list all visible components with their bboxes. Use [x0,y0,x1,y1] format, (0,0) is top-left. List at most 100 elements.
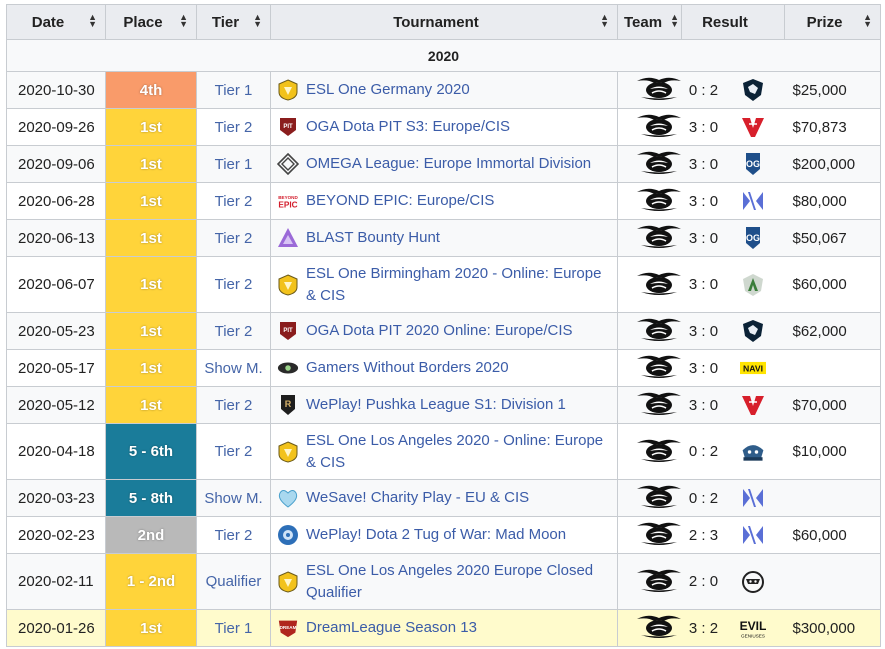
esl-icon[interactable] [277,79,299,101]
tournament-link[interactable]: OGA Dota PIT 2020 Online: Europe/CIS [306,322,573,339]
tier-link[interactable]: Tier 2 [196,386,271,424]
tier-link[interactable]: Tier 2 [196,312,271,350]
score-text: 3 : 0 [688,322,719,340]
weplay-icon[interactable] [277,524,299,546]
team-secret-icon[interactable] [636,223,682,253]
esl-icon[interactable] [277,273,299,296]
og-icon[interactable]: OG [740,151,766,177]
date-cell: 2020-05-23 [6,312,106,350]
tier-link[interactable]: Show M. [196,479,271,517]
team-secret-icon[interactable] [636,353,682,383]
team-liquid-icon[interactable] [740,77,766,103]
year-label: 2020 [6,39,881,72]
wesave-icon[interactable] [277,487,299,509]
tournament-link[interactable]: ESL One Los Angeles 2020 - Online: Europ… [306,431,604,471]
tier-link[interactable]: Tier 1 [196,145,271,183]
tier-link[interactable]: Tier 2 [196,219,271,257]
team-secret-icon[interactable] [636,437,682,467]
team-liquid-icon[interactable] [740,318,766,344]
sort-icon[interactable]: ▲ ▼ [600,12,609,29]
tier-link[interactable]: Tier 1 [196,71,271,109]
ninjas-in-pyjamas-icon[interactable] [740,569,766,595]
tournament-link[interactable]: BLAST Bounty Hunt [306,229,440,246]
tournament-link[interactable]: OGA Dota PIT S3: Europe/CIS [306,118,510,135]
svg-text:PIT: PIT [283,328,293,334]
og-icon[interactable]: OG [740,225,766,251]
team-secret-icon[interactable] [636,186,682,216]
tournament-cell: ESL One Germany 2020 [270,71,618,109]
tournament-cell: ESL One Los Angeles 2020 Europe Closed Q… [270,553,618,610]
result-cell: 0 : 2 [681,479,785,517]
esl-icon[interactable] [277,570,299,593]
pushka-icon[interactable]: R [277,394,299,416]
score-text: 3 : 0 [688,359,719,377]
place-badge: 1st [105,609,197,647]
team-secret-icon[interactable] [636,520,682,550]
sort-icon[interactable]: ▲ ▼ [253,12,262,29]
virtus-pro-icon[interactable] [740,392,766,418]
team-secret-icon[interactable] [636,75,682,105]
pit-icon[interactable]: PIT [277,116,299,138]
tournament-link[interactable]: ESL One Los Angeles 2020 Europe Closed Q… [306,561,594,601]
tournament-link[interactable]: WeSave! Charity Play - EU & CIS [306,489,530,506]
team-secret-icon[interactable] [636,567,682,597]
navi-icon[interactable]: NAVI [739,355,766,381]
tournament-link[interactable]: ESL One Birmingham 2020 - Online: Europe… [306,264,602,304]
score-text: 3 : 0 [688,396,719,414]
tournament-cell: ESL One Los Angeles 2020 - Online: Europ… [270,423,618,480]
nigma-icon[interactable] [740,188,766,214]
tournament-link[interactable]: WePlay! Pushka League S1: Division 1 [306,396,566,413]
tournament-link[interactable]: ESL One Germany 2020 [306,81,470,98]
date-cell: 2020-02-23 [6,516,106,554]
tier-link[interactable]: Show M. [196,349,271,387]
tier-link[interactable]: Tier 2 [196,256,271,313]
virtus-pro-icon[interactable] [740,114,766,140]
table-row: 2020-05-12 1st Tier 2 R WePlay! Pushka Leagu… [6,386,881,424]
header-team[interactable]: Team ▲ ▼ [617,4,682,40]
nigma-icon[interactable] [740,522,766,548]
sort-icon[interactable]: ▲ ▼ [88,12,97,29]
alliance-icon[interactable] [740,272,766,298]
header-place[interactable]: Place ▲ ▼ [105,4,197,40]
beyond-epic-icon[interactable]: BEYOND EPIC [277,190,299,212]
tier-link[interactable]: Tier 2 [196,108,271,146]
omega-icon[interactable] [277,153,299,175]
place-badge: 4th [105,71,197,109]
esl-icon[interactable] [277,440,299,463]
team-secret-icon[interactable] [636,483,682,513]
tier-link[interactable]: Tier 2 [196,182,271,220]
header-tier[interactable]: Tier ▲ ▼ [196,4,271,40]
sort-icon[interactable]: ▲ ▼ [670,12,679,29]
team-secret-icon[interactable] [636,149,682,179]
tier-link[interactable]: Tier 2 [196,516,271,554]
team-secret-icon[interactable] [636,270,682,300]
tournament-link[interactable]: WePlay! Dota 2 Tug of War: Mad Moon [306,526,567,543]
dreamleague-icon[interactable]: DREAM [277,617,299,639]
tournament-link[interactable]: Gamers Without Borders 2020 [306,359,509,376]
sort-icon[interactable]: ▲ ▼ [179,12,188,29]
blast-icon[interactable] [277,227,299,249]
header-result[interactable]: Result [681,4,785,40]
nigma-icon[interactable] [740,485,766,511]
header-tournament[interactable]: Tournament ▲ ▼ [270,4,618,40]
evil-geniuses-icon[interactable]: EVIL GENIUSES [740,615,766,641]
team-secret-icon[interactable] [636,112,682,142]
gwb-icon[interactable] [277,357,299,379]
tier-link[interactable]: Tier 2 [196,423,271,480]
tournament-link[interactable]: OMEGA League: Europe Immortal Division [306,155,592,172]
tier-link[interactable]: Tier 1 [196,609,271,647]
header-date[interactable]: Date ▲ ▼ [6,4,106,40]
tournament-link[interactable]: DreamLeague Season 13 [306,619,477,636]
team-secret-icon[interactable] [636,316,682,346]
score-text: 3 : 0 [688,229,719,247]
team-secret-icon[interactable] [636,390,682,420]
tier-link[interactable]: Qualifier [196,553,271,610]
sort-icon[interactable]: ▲ ▼ [863,12,872,29]
result-cell: 0 : 2 [681,71,785,109]
team-secret-icon[interactable] [636,613,682,643]
vikin-gg-icon[interactable] [740,439,766,465]
date-cell: 2020-05-17 [6,349,106,387]
tournament-link[interactable]: BEYOND EPIC: Europe/CIS [306,192,495,209]
pit-icon[interactable]: PIT [277,320,299,342]
header-prize[interactable]: Prize ▲ ▼ [784,4,881,40]
